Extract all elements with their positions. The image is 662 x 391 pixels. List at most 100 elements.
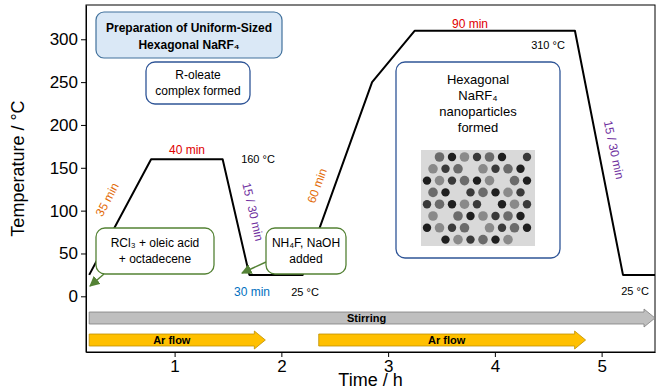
- y-tick-mark: [81, 82, 86, 83]
- annotation-arrow: [90, 274, 104, 286]
- tem-particle: [441, 235, 449, 243]
- process-bar: [89, 331, 265, 349]
- tem-particle: [423, 224, 431, 232]
- x-tick: 1: [170, 352, 179, 376]
- tem-particle: [510, 176, 520, 186]
- annotation-text: 40 min: [169, 143, 205, 157]
- y-tick-label: 0: [69, 287, 78, 306]
- y-tick: 250: [50, 73, 86, 92]
- annotation-text: 15 / 30 min: [239, 181, 266, 242]
- tem-particle: [485, 223, 495, 233]
- tem-particle: [516, 212, 524, 220]
- y-axis-line: [86, 6, 87, 353]
- annotation-text: NaRF₄: [458, 88, 497, 103]
- y-tick-label: 150: [50, 159, 78, 178]
- annotation-box: [266, 228, 346, 274]
- y-tick-mark: [81, 125, 86, 126]
- tem-particle: [485, 176, 495, 186]
- tem-particle: [510, 199, 520, 209]
- tem-particle: [473, 153, 481, 161]
- annotation-text: Hexagonal: [447, 72, 509, 87]
- tem-particle: [491, 165, 499, 173]
- tem-particle: [523, 176, 531, 184]
- annotation-box: [396, 62, 560, 258]
- annotation-text: complex formed: [155, 84, 240, 98]
- y-tick: 0: [69, 287, 86, 306]
- y-tick: 100: [50, 202, 86, 221]
- tem-particle: [498, 224, 506, 232]
- tem-particle: [510, 223, 520, 233]
- y-tick: 50: [59, 244, 86, 263]
- x-tick-label: 2: [277, 357, 286, 376]
- tem-particle: [523, 200, 531, 208]
- plot-frame: [86, 5, 655, 352]
- x-tick: 2: [277, 352, 286, 376]
- tem-particle: [453, 211, 463, 221]
- tem-particle: [478, 164, 488, 174]
- tem-particle: [478, 235, 488, 245]
- tem-particle: [491, 235, 499, 243]
- tem-particle: [428, 211, 438, 221]
- x-axis-title: Time / h: [338, 370, 402, 390]
- annotation-text: 60 min: [304, 166, 329, 205]
- tem-particle: [503, 188, 513, 198]
- tem-particle: [423, 200, 431, 208]
- y-tick-mark: [81, 211, 86, 212]
- process-bar: [89, 309, 655, 327]
- tem-particle: [503, 235, 513, 245]
- tem-particle: [516, 165, 524, 173]
- tem-particle: [435, 152, 445, 162]
- tem-particle: [448, 200, 456, 208]
- y-tick-label: 200: [50, 116, 78, 135]
- tem-particle: [441, 165, 449, 173]
- y-tick-label: 100: [50, 202, 78, 221]
- tem-particle: [491, 212, 499, 220]
- tem-particle: [460, 176, 470, 186]
- tem-particle: [460, 199, 470, 209]
- annotation-text: added: [289, 252, 322, 266]
- annotation-arrow: [242, 262, 266, 273]
- y-tick: 200: [50, 116, 86, 135]
- tem-particle: [466, 212, 474, 220]
- tem-particle: [435, 223, 445, 233]
- annotation-text: 15 / 30 min: [601, 119, 627, 180]
- annotation-box: [146, 62, 250, 104]
- process-bar-label: Ar flow: [153, 334, 191, 346]
- y-tick-mark: [81, 168, 86, 169]
- tem-particle: [498, 153, 506, 161]
- tem-particle: [428, 164, 438, 174]
- x-tick-label: 4: [491, 357, 500, 376]
- y-tick-label: 50: [59, 244, 78, 263]
- tem-particle: [448, 153, 456, 161]
- title: Hexagonal NaRF₄: [138, 38, 239, 52]
- y-tick-mark: [81, 253, 86, 254]
- annotation-text: nanoparticles: [439, 104, 517, 119]
- annotation-text: 160 °C: [241, 153, 275, 165]
- title-box: [96, 12, 282, 58]
- tem-particle: [448, 176, 456, 184]
- tem-particle: [441, 188, 449, 196]
- tem-particle: [473, 176, 481, 184]
- y-tick-mark: [81, 39, 86, 40]
- tem-particle: [460, 223, 470, 233]
- tem-particle: [516, 188, 524, 196]
- annotation-text: 25 °C: [291, 286, 319, 298]
- process-bar-label: Stirring: [347, 312, 386, 324]
- annotation-text: 35 min: [93, 180, 122, 218]
- tem-particle: [453, 235, 463, 245]
- tem-background: [421, 150, 535, 246]
- tem-particle: [478, 211, 488, 221]
- tem-particle: [503, 164, 513, 174]
- tem-particle: [466, 188, 474, 196]
- tem-particle: [473, 200, 481, 208]
- tem-particle: [435, 176, 445, 186]
- annotation-text: 90 min: [452, 17, 488, 31]
- y-tick-label: 300: [50, 30, 78, 49]
- annotation-text: + octadecene: [119, 252, 192, 266]
- plot-area: [89, 31, 655, 349]
- annotation-text: NH₄F, NaOH: [272, 236, 340, 250]
- y-axis-title: Temperature / °C: [8, 100, 28, 236]
- tem-particle: [485, 152, 495, 162]
- tem-particle: [448, 224, 456, 232]
- tem-particle: [428, 188, 438, 198]
